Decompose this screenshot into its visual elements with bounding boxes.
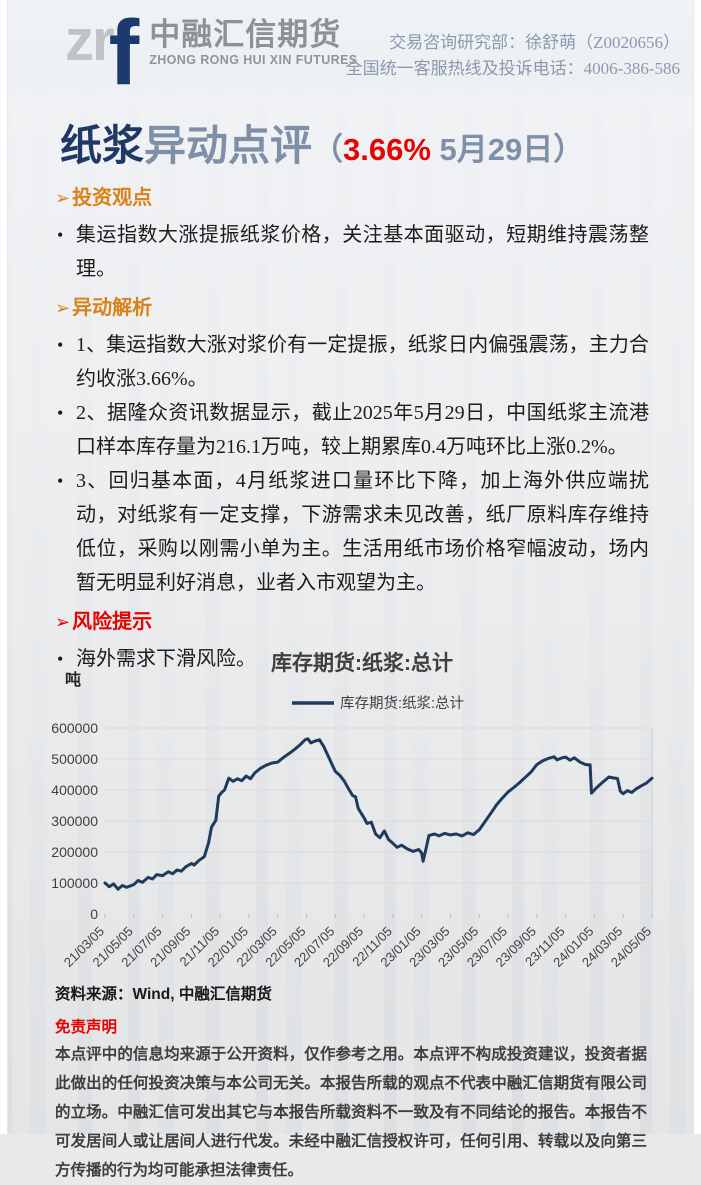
title-change-value: 3.66% [343, 132, 431, 167]
page-title: 纸浆异动点评（3.66% 5月29日） [60, 112, 584, 173]
data-source-note: 资料来源：Wind, 中融汇信期货 [55, 986, 272, 1003]
logo-company-name-en: ZHONG RONG HUI XIN FUTURES [149, 53, 358, 67]
legend-label: 库存期货:纸浆:总计 [340, 694, 464, 712]
bullet-text: 1、集运指数大涨对浆价有一定提振，纸浆日内偏强震荡，主力合约收涨3.66%。 [76, 334, 649, 390]
bullet-item: • 集运指数大涨提振纸浆价格，关注基本面驱动，短期维持震荡整理。 [55, 218, 649, 286]
bullet-marker: • [57, 649, 64, 669]
chart-title: 库存期货:纸浆:总计 [271, 651, 453, 675]
y-axis-tick-label: 400000 [51, 782, 98, 798]
logo-wordmark: 中融汇信期货 ZHONG RONG HUI XIN FUTURES [149, 18, 357, 70]
section-arrow-icon: ➢ [55, 298, 71, 318]
page-right-margin [693, 0, 701, 1134]
bullet-item: • 2、据隆众资讯数据显示，截止2025年5月29日，中国纸浆主流港口样本库存量为… [55, 396, 649, 464]
section-heading-label: 风险提示 [72, 611, 153, 633]
y-axis-tick-label: 600000 [51, 720, 98, 736]
logo-f-letter: f [108, 2, 140, 104]
section-arrow-icon: ➢ [55, 188, 71, 208]
report-header: zr f 中融汇信期货 ZHONG RONG HUI XIN FUTURES 交易… [7, 0, 694, 100]
title-product: 纸浆 [60, 122, 145, 169]
bullet-text: 集运指数大涨提振纸浆价格，关注基本面驱动，短期维持震荡整理。 [76, 224, 649, 280]
analyst-line: 交易咨询研究部：徐舒萌（Z0020656） [389, 33, 680, 52]
bullet-item: • 海外需求下滑风险。 [55, 642, 649, 676]
section-heading: ➢ 投资观点 [55, 183, 649, 213]
y-axis-tick-label: 300000 [51, 813, 98, 829]
background-veil [0, 0, 701, 1134]
logo-company-name-cn: 中融汇信期货 [149, 17, 342, 52]
title-paren-close: ） [553, 132, 585, 167]
section-arrow-icon: ➢ [55, 612, 71, 632]
bullet-marker: • [57, 225, 64, 245]
disclaimer-title: 免责声明 [55, 1019, 118, 1036]
report-body: ➢ 投资观点 • 集运指数大涨提振纸浆价格，关注基本面驱动，短期维持震荡整理。 ➢ 异动解… [55, 176, 649, 676]
bullet-text: 2、据隆众资讯数据显示，截止2025年5月29日，中国纸浆主流港口样本库存量为2… [76, 402, 649, 458]
bullet-marker: • [57, 471, 64, 491]
page-left-margin [0, 0, 8, 1134]
inventory-series-line [103, 737, 654, 891]
contact-info: 交易咨询研究部：徐舒萌（Z0020656） 全国统一客服热线及投诉电话：4006… [346, 30, 680, 82]
title-paren-open: （ [312, 132, 344, 167]
y-axis-tick-label: 200000 [51, 844, 98, 860]
bullet-marker: • [57, 403, 64, 423]
hotline-line: 全国统一客服热线及投诉电话：4006-386-586 [345, 59, 680, 78]
section-heading: ➢ 异动解析 [55, 293, 649, 323]
section-heading-label: 投资观点 [72, 187, 153, 209]
bullet-marker: • [57, 335, 64, 355]
section-heading-label: 异动解析 [72, 297, 153, 319]
bullet-text: 3、回归基本面，4月纸浆进口量环比下降，加上海外供应端扰动，对纸浆有一定支撑，下… [76, 470, 649, 594]
title-rest: 异动点评 [144, 122, 313, 169]
bullet-item: • 3、回归基本面，4月纸浆进口量环比下降，加上海外供应端扰动，对纸浆有一定支撑，… [55, 464, 649, 600]
title-date: 5月29日 [430, 132, 554, 167]
logo-zr-letters: zr [65, 8, 115, 73]
section-heading: ➢ 风险提示 [55, 607, 649, 637]
y-axis-tick-label: 0 [90, 906, 98, 922]
y-axis-tick-label: 500000 [51, 751, 98, 767]
y-axis-tick-label: 100000 [51, 875, 98, 891]
company-logo: zr f 中融汇信期货 ZHONG RONG HUI XIN FUTURES [65, 7, 358, 99]
disclaimer-text: 本点评中的信息均来源于公开资料，仅作参考之用。本点评不构成投资建议，投资者据此做… [55, 1046, 647, 1179]
inventory-chart: 库存期货:纸浆:总计吨库存期货:纸浆:总计 0 100000 200000 300000… [40, 640, 700, 985]
bullet-item: • 1、集运指数大涨对浆价有一定提振，纸浆日内偏强震荡，主力合约收涨3.66%。 [55, 328, 649, 396]
bullet-text: 海外需求下滑风险。 [76, 648, 256, 670]
chart-unit-label: 吨 [65, 670, 81, 689]
